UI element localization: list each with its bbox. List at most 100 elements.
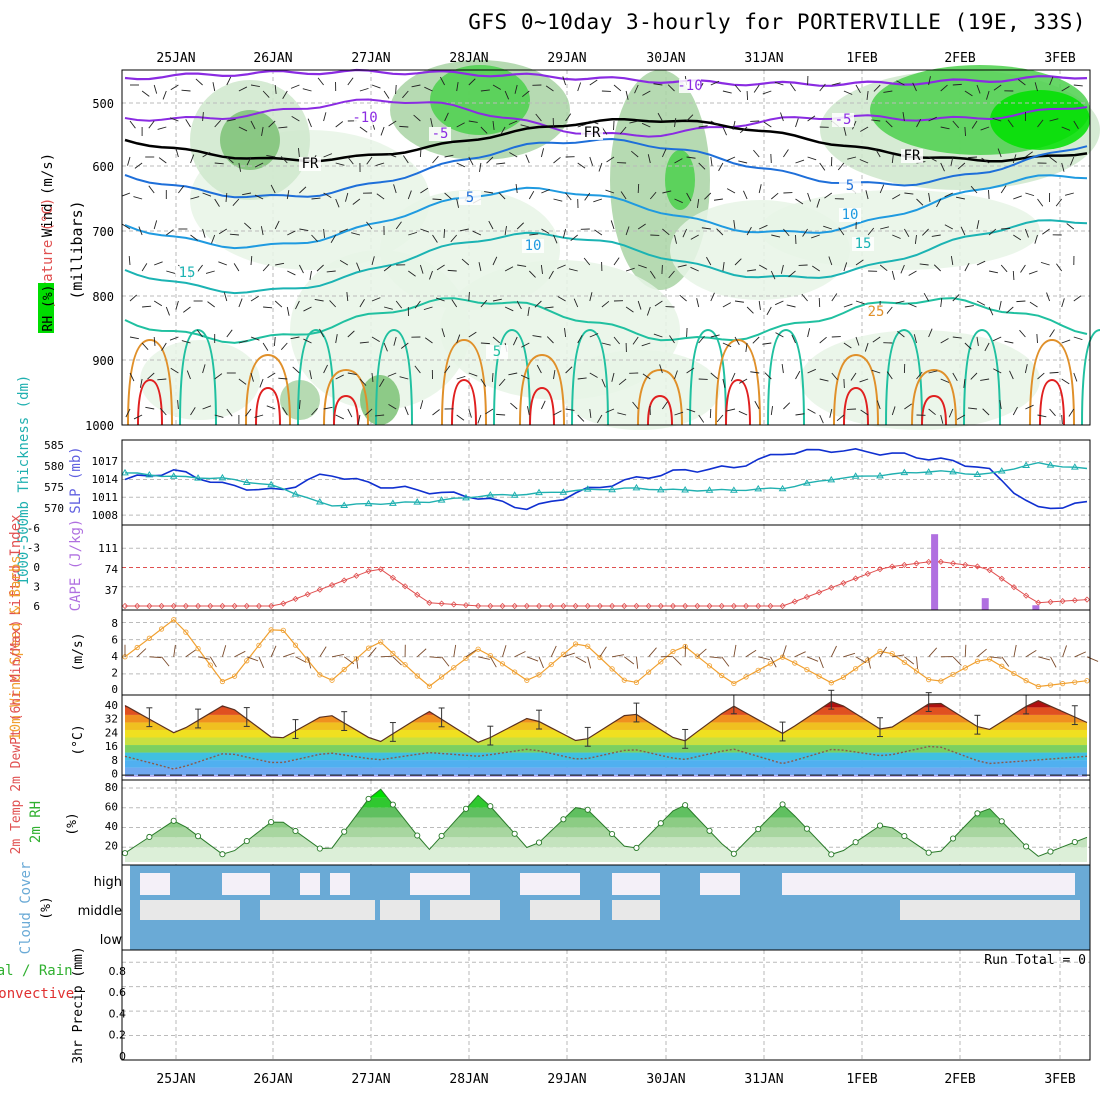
wind-barb [135, 163, 142, 168]
wind-barb [263, 343, 268, 351]
wind-barb [396, 85, 397, 94]
wind-barb-10m [856, 657, 866, 663]
wind-barb [563, 76, 566, 85]
cloud-high-gap [860, 873, 1075, 895]
rh-tick-label: 20 [105, 840, 118, 853]
wind-barb [1050, 372, 1059, 373]
cloud-mid-gap [260, 900, 330, 920]
pressure-tick-label: 600 [92, 160, 114, 174]
wind-barb [723, 91, 732, 93]
wind-barb [186, 119, 191, 127]
top-date-label: 26JAN [253, 51, 292, 66]
wind-barb [479, 163, 480, 172]
wind-barb [924, 293, 929, 301]
wind-barb [196, 79, 203, 85]
precip-tick-label: 0.2 [109, 1029, 127, 1042]
rh-tick-label: 60 [105, 801, 118, 814]
wind-barb [166, 230, 173, 235]
wind-barb [844, 304, 853, 307]
wind10-panel [122, 618, 1098, 689]
rh-tick-label: 80 [105, 781, 118, 794]
wind-barb [1004, 341, 1013, 343]
temp-tick-label: 0 [111, 768, 118, 781]
rh2m-panel [122, 783, 1090, 862]
top-date-label: 29JAN [547, 51, 586, 66]
wind-barb [263, 264, 269, 271]
wind-barb-10m [162, 657, 170, 666]
rh-marker [293, 828, 298, 833]
rh-marker [585, 807, 590, 812]
wind-barb [1074, 373, 1077, 381]
wind-barb [142, 263, 147, 271]
wind-barb [699, 415, 704, 422]
rh-marker [731, 851, 736, 856]
wind-barb-10m [320, 647, 326, 657]
cloud-panel [130, 865, 1090, 950]
wind-barb [1050, 409, 1056, 416]
wind-barb [790, 84, 795, 91]
rh-marker [756, 826, 761, 831]
wind-barb [145, 407, 154, 409]
top-date-label: 3FEB [1044, 51, 1075, 66]
top-date-label: 31JAN [744, 51, 783, 66]
wind-barb-10m [734, 645, 736, 657]
top-date-label: 30JAN [646, 51, 685, 66]
wind-barb [590, 157, 593, 166]
wind-barb [719, 163, 723, 171]
wind-barb [154, 85, 156, 94]
rh-band [122, 808, 1090, 818]
wind-barb [158, 127, 167, 129]
wind-barb [759, 301, 760, 310]
top-date-label: 1FEB [846, 51, 877, 66]
rh-band [122, 827, 1090, 837]
slp-tick-label: 1011 [92, 491, 119, 504]
wind-tick-label: 6 [111, 634, 118, 647]
wind-barb [1062, 379, 1070, 384]
wind-barb [263, 307, 272, 308]
cloud-high-gap [700, 873, 740, 895]
wind-barb [593, 199, 602, 202]
cloud-mid-gap [430, 900, 500, 920]
contour-label: 5 [493, 344, 501, 360]
wind-barb [433, 199, 442, 200]
wind-barb [239, 299, 242, 307]
wind-barb-10m [576, 657, 586, 663]
pressure-tick-label: 800 [92, 290, 114, 304]
thickness-tick-label: 580 [44, 460, 64, 473]
wind-barb [1067, 223, 1074, 229]
wind-barb [775, 301, 783, 305]
upper-air-panel: -10-10-5-5FRFRFR5510101515255 [122, 60, 1100, 430]
wind-barb [129, 256, 130, 265]
wind-barb-10m [1002, 657, 1009, 667]
cape-tick-label: 111 [98, 542, 118, 555]
wind-barb [457, 376, 466, 379]
wind-barb-10m [1087, 657, 1098, 662]
rh-marker [415, 833, 420, 838]
wind-barb [1001, 228, 1010, 229]
wind-barb [808, 328, 810, 337]
wind-barb [820, 163, 825, 170]
wind-barb [128, 157, 130, 166]
wind-barb [122, 193, 130, 196]
wind-barb [782, 364, 783, 373]
wind-barb [381, 127, 384, 135]
rh-band [122, 798, 1090, 808]
rh-band [122, 783, 1090, 798]
wind-barb [989, 271, 998, 273]
wind-barb-10m [1014, 645, 1016, 657]
run-total-text: Run Total = 0 [984, 953, 1086, 968]
wind-barb [496, 163, 505, 164]
slp-tick-label: 1014 [92, 473, 119, 486]
wind-barb [1020, 265, 1025, 273]
li-tick-label: 6 [33, 600, 40, 613]
wind-barb-10m [843, 653, 854, 657]
isotherm-30 [726, 380, 750, 425]
wind-barb-10m [381, 656, 393, 657]
wind-barb [727, 157, 735, 161]
bottom-date-label: 29JAN [547, 1072, 586, 1087]
wind-barb [206, 271, 215, 273]
wind-barb [348, 78, 353, 85]
wind-barb [541, 401, 545, 409]
wind-barb [481, 343, 490, 344]
wind-tick-label: 8 [111, 617, 118, 630]
